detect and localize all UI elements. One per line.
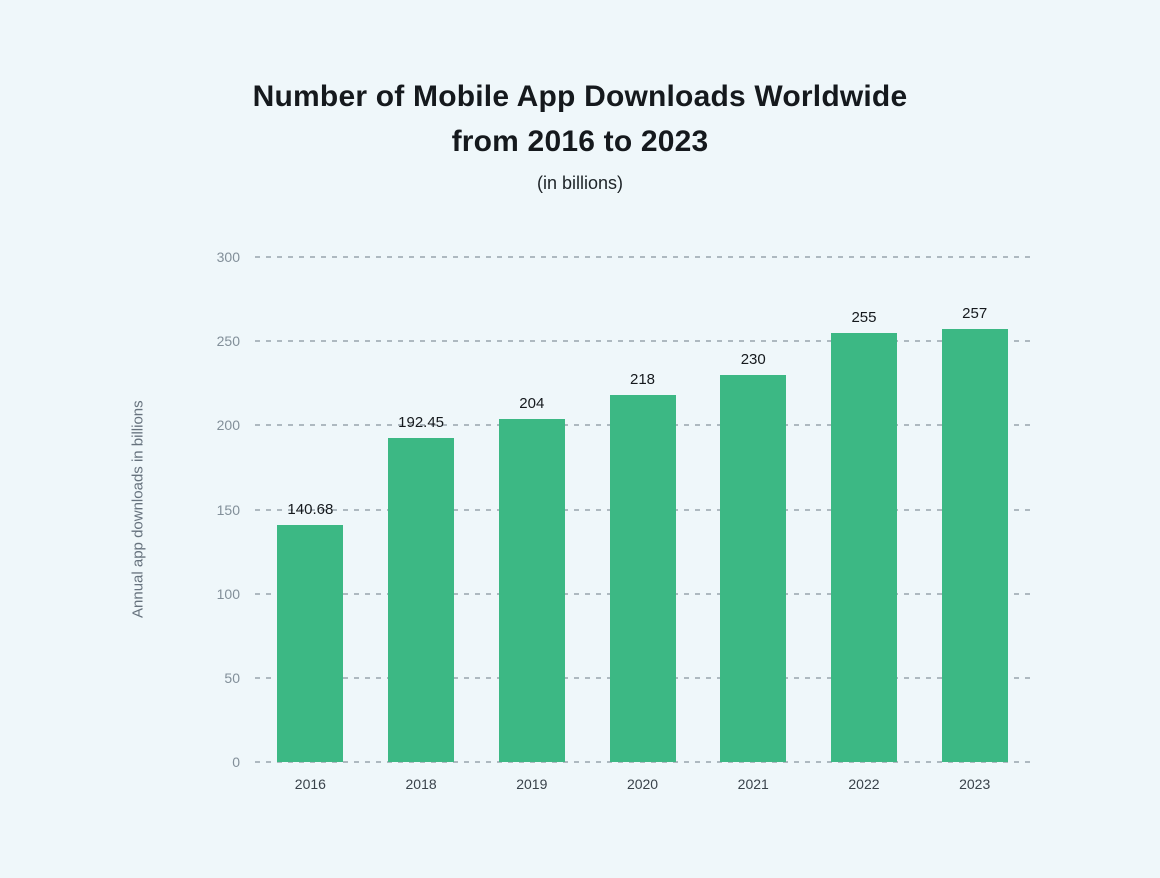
y-tick-label: 100 [216,585,240,602]
bar-2019 [498,418,565,762]
bar-slot-2019: 204 2019 [476,257,587,792]
y-tick-label: 150 [216,501,240,518]
bar-2023 [941,329,1008,762]
bar-slot-2022: 255 2022 [809,257,920,792]
bar-2018 [388,438,455,762]
x-tick-label: 2020 [626,776,659,792]
y-axis-label: Annual app downloads in billions [129,400,147,619]
gridline-0 [255,761,1030,763]
chart-header: Number of Mobile App Downloads Worldwide… [0,74,1160,194]
bar-slot-2016: 140.68 2016 [255,257,366,792]
bar-value-label: 257 [962,305,988,323]
x-tick-label: 2023 [959,776,991,792]
bar-value-label: 255 [851,308,877,326]
bar-value-label: 140.68 [287,501,334,519]
gridline-300 [255,256,1030,258]
x-tick-label: 2019 [516,776,548,792]
y-tick-label: 50 [224,669,240,686]
bar-slot-2021: 230 2021 [698,257,809,792]
x-tick-label: 2022 [848,776,880,792]
x-tick-label: 2018 [405,776,437,792]
y-tick-label: 0 [232,754,240,770]
bar-value-label: 192.45 [398,414,445,432]
bar-2020 [609,395,676,762]
y-tick-label: 200 [216,417,240,434]
x-tick-label: 2016 [294,776,326,792]
bar-slot-2020: 218 2020 [587,257,698,792]
chart-title-line-1: Number of Mobile App Downloads Worldwide [252,80,908,113]
bar-2022 [830,332,897,762]
bar-slots: 140.68 2016 192.45 2018 204 2019 218 2020 230 202… [255,257,1030,792]
bar-value-label: 230 [740,350,766,368]
y-tick-label: 300 [216,249,240,265]
bar-slot-2018: 192.45 2018 [366,257,477,792]
bar-slot-2023: 257 2023 [919,257,1030,792]
gridline-250 [255,340,1030,343]
plot-area: 0 50 100 150 200 250 300 140.68 2016 192.45 2018 20… [217,249,1030,792]
chart-title-line-2: from 2016 to 2023 [451,125,709,158]
chart-subtitle: (in billions) [536,173,624,193]
bar-2016 [277,525,344,762]
bar-value-label: 218 [630,371,656,389]
y-tick-label: 250 [216,333,240,350]
x-tick-label: 2021 [737,776,769,792]
bar-2021 [720,374,787,762]
bar-value-label: 204 [519,394,545,412]
